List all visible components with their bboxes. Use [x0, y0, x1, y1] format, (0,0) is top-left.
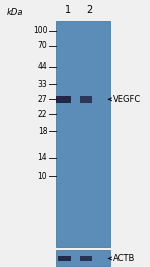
Bar [56, 21, 110, 247]
Text: kDa: kDa [7, 8, 23, 17]
Text: 18: 18 [38, 127, 47, 136]
Text: 27: 27 [38, 95, 47, 104]
Bar [80, 256, 92, 261]
Bar [56, 96, 70, 103]
Text: 100: 100 [33, 26, 47, 35]
Bar [80, 96, 92, 103]
Text: 1: 1 [65, 5, 71, 15]
Text: ACTB: ACTB [113, 254, 136, 263]
Text: 22: 22 [38, 110, 47, 119]
Bar [56, 250, 110, 266]
Text: 44: 44 [38, 62, 47, 71]
Text: 10: 10 [38, 172, 47, 181]
Text: 33: 33 [38, 80, 47, 89]
Text: VEGFC: VEGFC [113, 95, 141, 104]
Text: 14: 14 [38, 153, 47, 162]
Text: 2: 2 [86, 5, 92, 15]
Bar [58, 256, 70, 261]
Text: 70: 70 [38, 41, 47, 50]
